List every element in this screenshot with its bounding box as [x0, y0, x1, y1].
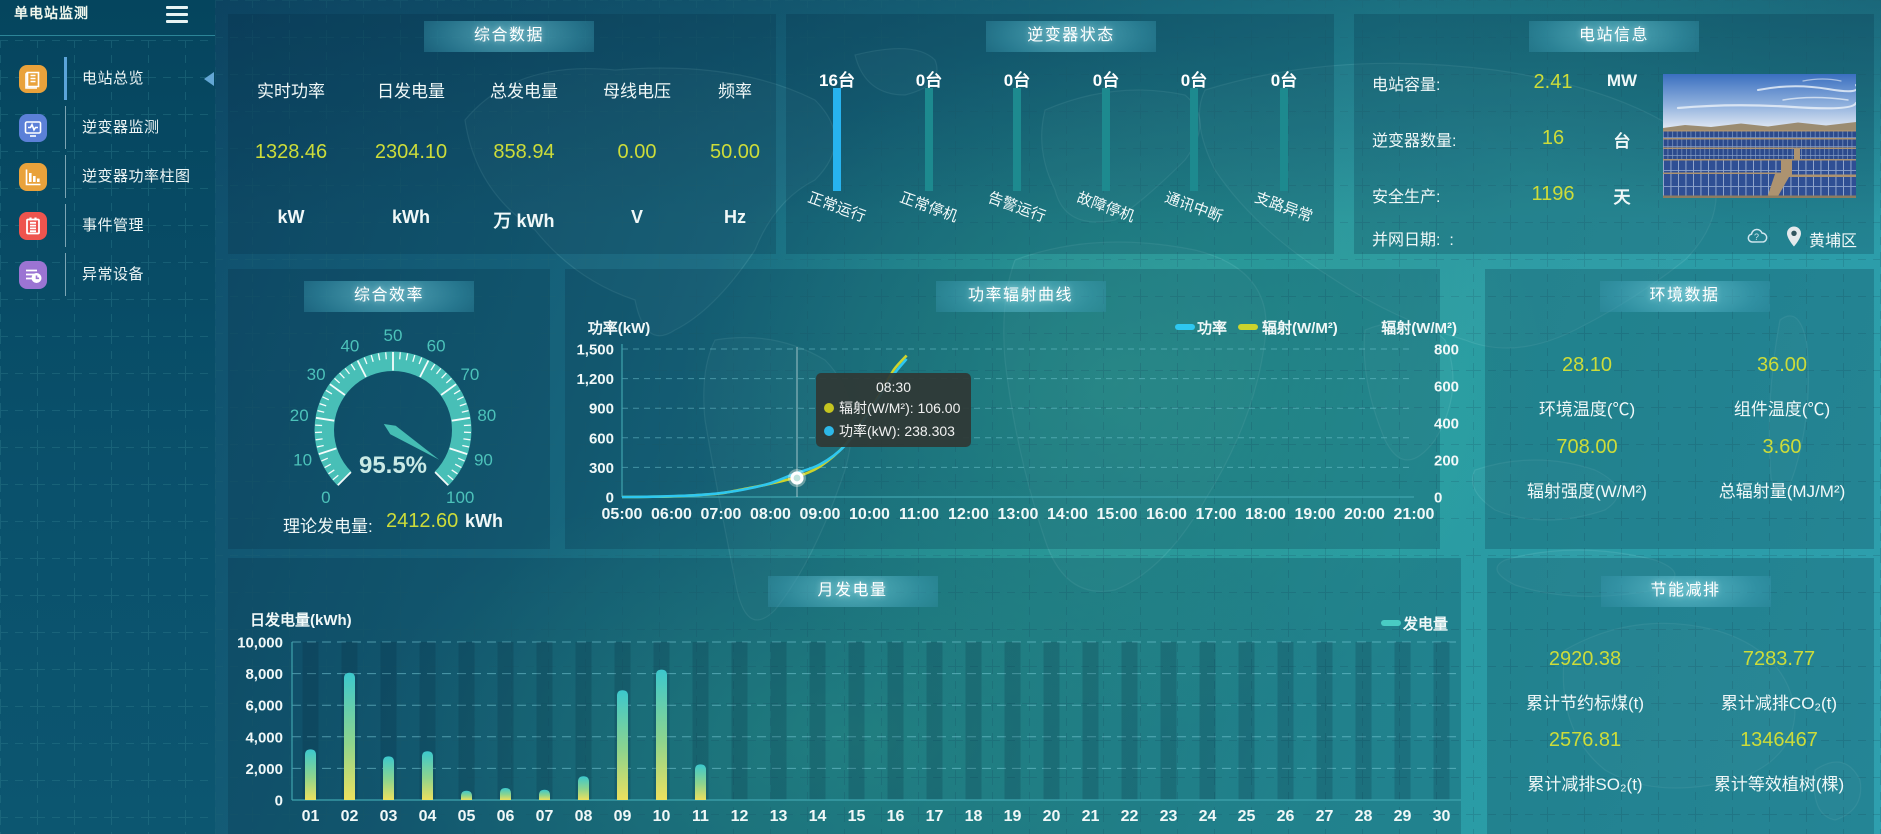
svg-text:21: 21 — [1082, 808, 1100, 825]
svg-text:22: 22 — [1121, 808, 1139, 825]
svg-text:06:00: 06:00 — [651, 506, 692, 523]
svg-text:0: 0 — [275, 793, 283, 810]
svg-text:0: 0 — [606, 490, 614, 507]
svg-text:17: 17 — [926, 808, 944, 825]
svg-text:600: 600 — [1434, 379, 1459, 396]
svg-text:12:00: 12:00 — [948, 506, 989, 523]
svg-text:21:00: 21:00 — [1394, 506, 1435, 523]
svg-text:800: 800 — [1434, 342, 1459, 359]
svg-text:05:00: 05:00 — [602, 506, 643, 523]
svg-text:05: 05 — [458, 808, 476, 825]
svg-text:辐射(W/M²): 辐射(W/M²) — [1381, 319, 1457, 337]
svg-text:100: 100 — [446, 488, 474, 507]
svg-text:80: 80 — [477, 406, 496, 425]
svg-text:2,000: 2,000 — [245, 761, 283, 778]
svg-text:300: 300 — [589, 460, 614, 477]
svg-text:0: 0 — [321, 488, 330, 507]
svg-text:07:00: 07:00 — [701, 506, 742, 523]
svg-text:06: 06 — [497, 808, 515, 825]
svg-text:04: 04 — [419, 808, 437, 825]
svg-text:70: 70 — [460, 365, 479, 384]
svg-text:18:00: 18:00 — [1245, 506, 1286, 523]
svg-text:13: 13 — [770, 808, 788, 825]
svg-text:16: 16 — [887, 808, 905, 825]
svg-text:30: 30 — [1433, 808, 1451, 825]
svg-text:400: 400 — [1434, 416, 1459, 433]
svg-text:08:00: 08:00 — [750, 506, 791, 523]
svg-text:1,500: 1,500 — [576, 342, 614, 359]
svg-text:50: 50 — [384, 326, 403, 345]
svg-text:20: 20 — [1043, 808, 1061, 825]
svg-text:11:00: 11:00 — [899, 506, 939, 523]
svg-text:01: 01 — [302, 808, 320, 825]
svg-text:18: 18 — [965, 808, 983, 825]
svg-text:600: 600 — [589, 430, 614, 447]
svg-text:发电量: 发电量 — [1402, 615, 1448, 633]
svg-text:29: 29 — [1394, 808, 1412, 825]
svg-text:27: 27 — [1316, 808, 1334, 825]
svg-text:8,000: 8,000 — [245, 666, 283, 683]
svg-text:09: 09 — [614, 808, 632, 825]
svg-text:15:00: 15:00 — [1097, 506, 1138, 523]
svg-text:20:00: 20:00 — [1344, 506, 1385, 523]
svg-text:4,000: 4,000 — [245, 729, 283, 746]
svg-text:13:00: 13:00 — [998, 506, 1039, 523]
svg-text:16:00: 16:00 — [1146, 506, 1187, 523]
svg-text:25: 25 — [1238, 808, 1256, 825]
svg-text:功率: 功率 — [1197, 319, 1227, 337]
svg-text:30: 30 — [307, 365, 326, 384]
svg-text:200: 200 — [1434, 453, 1459, 470]
svg-text:功率(kW): 功率(kW) — [588, 319, 651, 337]
svg-text:15: 15 — [848, 808, 866, 825]
svg-text:辐射(W/M²): 辐射(W/M²) — [1262, 319, 1338, 337]
svg-text:1,200: 1,200 — [576, 371, 614, 388]
svg-text:09:00: 09:00 — [800, 506, 841, 523]
svg-text:10:00: 10:00 — [849, 506, 890, 523]
svg-text:19: 19 — [1004, 808, 1022, 825]
svg-text:17:00: 17:00 — [1196, 506, 1237, 523]
svg-text:?: ? — [1754, 232, 1759, 242]
svg-text:03: 03 — [380, 808, 398, 825]
svg-text:19:00: 19:00 — [1295, 506, 1336, 523]
svg-text:12: 12 — [731, 808, 749, 825]
svg-text:07: 07 — [536, 808, 554, 825]
svg-text:6,000: 6,000 — [245, 698, 283, 715]
svg-text:02: 02 — [341, 808, 359, 825]
svg-text:900: 900 — [589, 401, 614, 418]
svg-text:26: 26 — [1277, 808, 1295, 825]
svg-text:40: 40 — [340, 336, 359, 355]
svg-text:28: 28 — [1355, 808, 1373, 825]
svg-text:日发电量(kWh): 日发电量(kWh) — [250, 611, 352, 629]
svg-text:20: 20 — [290, 406, 309, 425]
svg-text:08: 08 — [575, 808, 593, 825]
svg-text:10: 10 — [653, 808, 671, 825]
svg-text:60: 60 — [427, 336, 446, 355]
svg-text:11: 11 — [692, 808, 709, 825]
svg-text:23: 23 — [1160, 808, 1178, 825]
svg-text:90: 90 — [474, 450, 493, 469]
svg-text:10: 10 — [293, 450, 312, 469]
svg-text:0: 0 — [1434, 490, 1442, 507]
svg-text:24: 24 — [1199, 808, 1217, 825]
svg-text:10,000: 10,000 — [237, 635, 283, 652]
svg-text:14:00: 14:00 — [1047, 506, 1088, 523]
svg-text:14: 14 — [809, 808, 827, 825]
